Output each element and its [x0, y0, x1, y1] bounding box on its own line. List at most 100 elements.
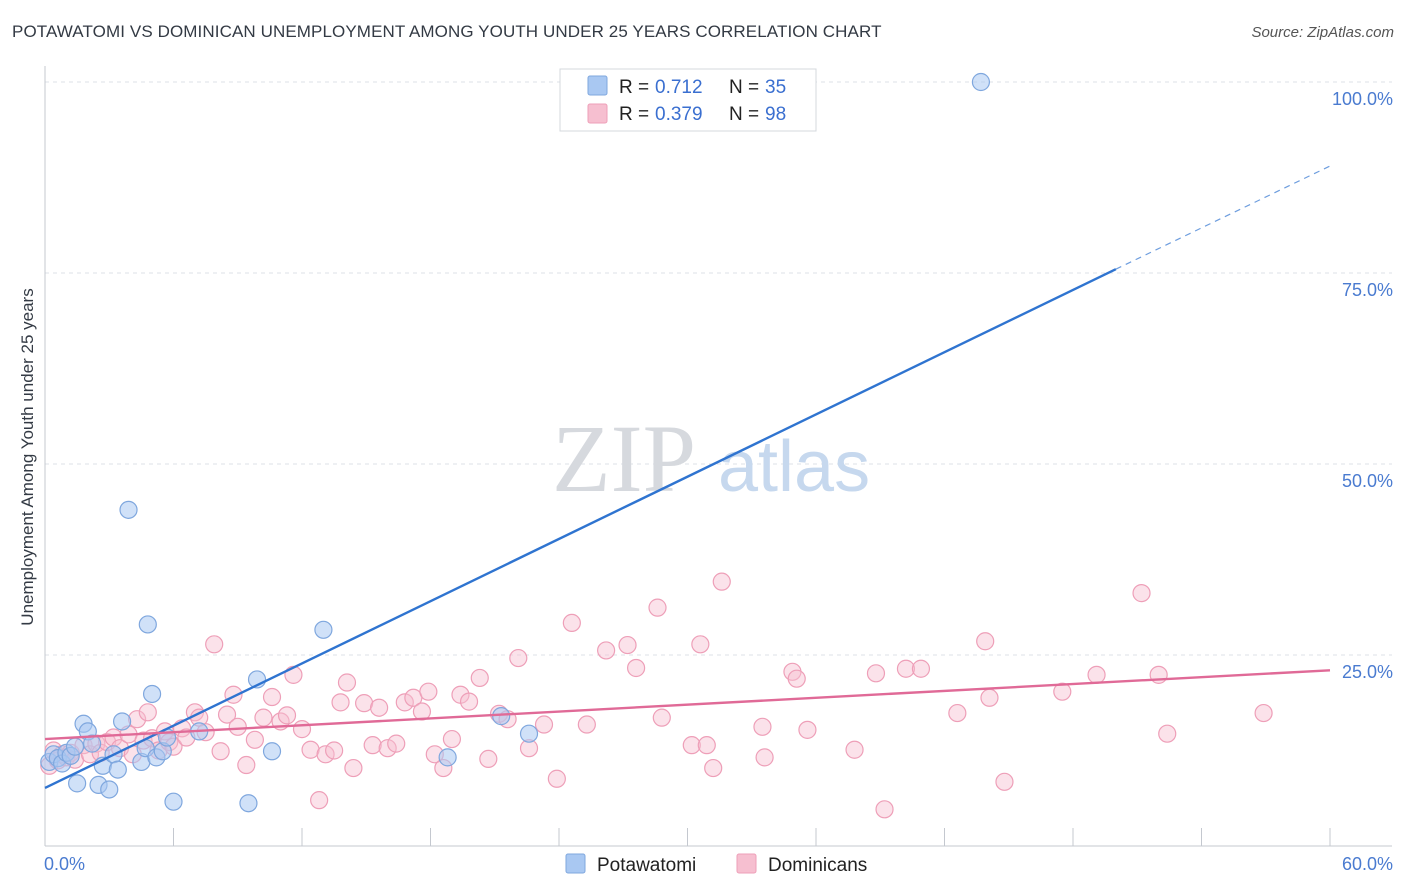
dominican-point-35 — [245, 730, 264, 749]
grid-lines — [45, 81, 1392, 656]
potawatomi-trend-line — [44, 268, 1117, 790]
dominican-point-97 — [1053, 682, 1072, 701]
watermark-zip: ZIP — [552, 405, 696, 512]
dominican-point-92 — [911, 659, 931, 678]
series-legend-swatch-dominicans — [736, 853, 757, 874]
potawatomi-point-30 — [314, 620, 333, 639]
x-tick-label-max: 60.0% — [1342, 854, 1393, 874]
dominican-point-44 — [316, 745, 335, 764]
source-label: Source: ZipAtlas.com — [1251, 24, 1394, 41]
dominican-point-98 — [1087, 665, 1106, 684]
dominican-point-70 — [547, 769, 566, 788]
potawatomi-point-6 — [65, 737, 85, 756]
potawatomi-point-31 — [438, 748, 457, 767]
dominican-point-36 — [254, 708, 273, 727]
potawatomi-point-13 — [100, 780, 119, 799]
dominican-point-84 — [755, 748, 774, 767]
dominican-point-53 — [387, 734, 406, 753]
legend-n-label-dominicans: N = — [729, 104, 759, 125]
dominican-point-52 — [378, 739, 397, 758]
dominican-point-63 — [470, 668, 489, 688]
correlation-legend: R = 0.712 N = 35 R = 0.379 N = 98 — [559, 68, 817, 132]
dominican-point-71 — [562, 613, 581, 633]
dominican-point-81 — [704, 758, 723, 778]
dominican-point-91 — [896, 659, 916, 678]
potawatomi-point-17 — [119, 500, 138, 519]
dominican-point-45 — [325, 741, 344, 760]
y-tick-labels: 25.0% 50.0% 75.0% 100.0% — [1332, 89, 1393, 682]
potawatomi-trend-extension — [1115, 165, 1331, 270]
axes — [44, 66, 1392, 847]
dominican-point-30 — [211, 742, 230, 761]
legend-n-label-potawatomi: N = — [729, 77, 759, 98]
dominican-point-95 — [980, 688, 999, 707]
dominican-point-79 — [691, 635, 710, 654]
legend-r-value-potawatomi: 0.712 — [655, 77, 703, 98]
dominican-point-102 — [1254, 703, 1273, 723]
dominican-point-64 — [479, 749, 498, 769]
dominican-point-93 — [948, 703, 967, 723]
dominican-point-37 — [262, 687, 282, 707]
legend-n-value-dominicans: 98 — [765, 104, 786, 125]
dominican-point-29 — [205, 635, 224, 654]
legend-n-value-potawatomi: 35 — [765, 77, 786, 98]
dominican-point-31 — [217, 705, 237, 724]
series-legend: Potawatomi Dominicans — [565, 853, 867, 876]
dominican-point-87 — [798, 720, 817, 739]
dominican-point-73 — [597, 641, 616, 660]
dominican-point-49 — [355, 694, 374, 713]
potawatomi-point-29 — [262, 742, 282, 761]
dominican-point-69 — [534, 715, 554, 734]
dominican-point-18 — [138, 703, 157, 722]
legend-r-value-dominicans: 0.379 — [655, 104, 703, 125]
dominican-point-54 — [395, 693, 414, 712]
dominican-point-57 — [419, 682, 438, 701]
potawatomi-point-16 — [112, 712, 132, 731]
dominican-point-75 — [626, 658, 646, 678]
dominican-point-82 — [712, 572, 731, 591]
potawatomi-point-34 — [971, 72, 991, 92]
dominican-point-33 — [228, 717, 247, 736]
series-legend-swatch-potawatomi — [565, 853, 586, 874]
dominican-point-96 — [995, 772, 1014, 791]
dominican-point-47 — [337, 673, 357, 692]
dominican-point-50 — [363, 736, 382, 755]
dominican-point-83 — [753, 717, 772, 736]
legend-r-label-dominicans: R = — [619, 104, 649, 125]
dominicans-points — [40, 572, 1273, 819]
dominican-point-51 — [370, 698, 389, 717]
watermark-atlas: atlas — [718, 427, 870, 507]
potawatomi-point-10 — [83, 734, 102, 753]
dominican-point-89 — [866, 664, 886, 683]
legend-r-label-potawatomi: R = — [619, 77, 649, 98]
dominican-point-41 — [292, 720, 312, 739]
dominican-point-76 — [648, 598, 667, 617]
series-legend-label-potawatomi: Potawatomi — [597, 855, 696, 876]
dominican-point-94 — [976, 632, 995, 651]
potawatomi-point-25 — [164, 792, 183, 811]
y-tick-label-75: 75.0% — [1342, 280, 1393, 300]
series-legend-label-dominicans: Dominicans — [768, 855, 867, 876]
dominican-point-99 — [1132, 584, 1151, 603]
chart-title: POTAWATOMI VS DOMINICAN UNEMPLOYMENT AMO… — [12, 22, 882, 41]
potawatomi-points — [40, 72, 991, 813]
trend-lines — [44, 165, 1331, 790]
potawatomi-point-27 — [239, 794, 258, 813]
dominican-point-74 — [618, 635, 637, 655]
x-tick-label-min: 0.0% — [44, 854, 85, 874]
dominican-point-101 — [1158, 724, 1177, 743]
dominican-point-39 — [277, 706, 297, 725]
dominican-point-34 — [237, 755, 256, 775]
dominican-point-77 — [652, 708, 671, 727]
dominican-point-88 — [845, 740, 864, 759]
dominican-point-90 — [875, 800, 894, 819]
dominican-point-43 — [310, 791, 329, 810]
potawatomi-point-15 — [108, 760, 127, 779]
dominican-point-67 — [509, 648, 528, 668]
dominican-point-42 — [301, 740, 320, 759]
dominican-trend-line — [44, 669, 1331, 741]
y-axis-label: Unemployment Among Youth under 25 years — [18, 288, 37, 625]
dominican-point-80 — [697, 736, 716, 755]
dominican-point-78 — [682, 736, 701, 755]
dominican-point-72 — [577, 715, 596, 734]
